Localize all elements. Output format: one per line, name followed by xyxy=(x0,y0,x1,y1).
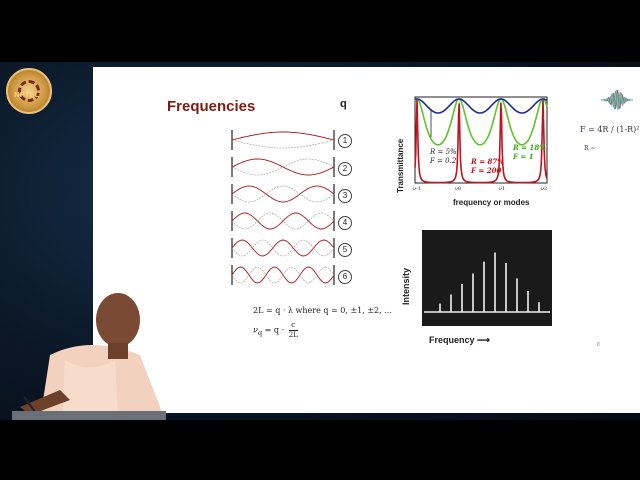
transmittance-plot: ν-1 ν0 ν1 ν2 xyxy=(413,96,548,191)
standing-wave xyxy=(231,239,335,257)
spectrum-image xyxy=(422,230,552,326)
standing-wave xyxy=(231,131,335,141)
mode-number: 4 xyxy=(338,216,352,230)
annotation-line: F = 200 xyxy=(471,166,502,175)
presenter-figure xyxy=(20,293,165,420)
wave-packet-line xyxy=(601,90,633,110)
frequency-equation: νq = q · c 2L xyxy=(253,321,298,340)
fraction-denominator: 2L xyxy=(288,331,298,339)
pen-icon xyxy=(23,396,37,414)
nptel-logo-icon xyxy=(6,68,52,114)
annotation-low-reflectivity: R = 5% F = 0.2 xyxy=(430,148,457,166)
standing-wave-mirror xyxy=(231,185,335,203)
x-tick-label: ν2 xyxy=(541,186,547,191)
gear-icon xyxy=(18,80,40,102)
standing-wave-mirror xyxy=(231,139,335,149)
frequency-axis-label: frequency or modes xyxy=(453,198,530,207)
resonance-condition-equation: 2L = q · λ where q = 0, ±1, ±2, ... xyxy=(253,306,392,315)
annotation-line: R = 18% xyxy=(513,143,546,152)
standing-wave xyxy=(231,158,335,176)
standing-wave-mirror xyxy=(231,212,335,230)
annotation-high-reflectivity: R = 87% F = 200 xyxy=(471,157,504,175)
annotation-line: F = 1 xyxy=(513,152,534,161)
top-letterbox xyxy=(0,0,640,62)
standing-wave-mirror xyxy=(231,266,335,284)
spectrum-frequency-label: Frequency ⟶ xyxy=(429,335,490,346)
curve-high-reflectivity xyxy=(414,98,548,184)
annotation-medium-reflectivity: R = 18% F = 1 xyxy=(513,143,546,161)
handwritten-note: R ~ xyxy=(584,145,596,152)
transmittance-axis-label: Transmittance xyxy=(396,138,405,193)
x-tick-label: ν0 xyxy=(455,186,461,191)
logo-text: NPTEL xyxy=(14,92,40,99)
desk xyxy=(12,411,166,420)
mode-number: 3 xyxy=(338,189,352,203)
mode-number: 6 xyxy=(338,270,352,284)
annotation-line: F = 0.2 xyxy=(430,157,457,165)
presenter-head xyxy=(96,293,140,347)
lecture-slide: Frequencies q 1 2 3 4 5 6 2L = q · λ whe… xyxy=(93,67,640,413)
standing-wave-mirror xyxy=(231,158,335,176)
slide-title: Frequencies xyxy=(167,98,256,115)
equation-mid: = q · xyxy=(262,325,285,335)
spectrum-peaks xyxy=(424,252,550,313)
q-label: q xyxy=(340,98,347,110)
x-tick-label: ν-1 xyxy=(413,186,421,191)
standing-wave-mirror xyxy=(231,239,335,257)
wave-packet-icon xyxy=(601,90,633,110)
presenter-neck xyxy=(108,343,128,359)
annotation-line: R = 87% xyxy=(471,157,504,166)
curve-medium-reflectivity xyxy=(414,98,548,146)
mode-number: 5 xyxy=(338,243,352,257)
page-number: 8 xyxy=(597,342,600,348)
fraction: c 2L xyxy=(288,321,298,340)
presenter-shirt-front xyxy=(62,360,118,420)
nu-subscript: q xyxy=(257,329,263,338)
annotation-line: R = 5% xyxy=(430,148,457,156)
intensity-axis-label: Intensity xyxy=(401,267,411,305)
frequency-text: Frequency xyxy=(429,335,475,345)
standing-wave xyxy=(231,185,335,203)
standing-wave-diagram xyxy=(231,130,335,285)
nu-symbol: ν xyxy=(253,325,258,335)
mode-number: 1 xyxy=(338,134,352,148)
arrow-right-icon: ⟶ xyxy=(477,335,490,345)
x-tick-label: ν1 xyxy=(499,186,505,191)
handwritten-formula: F = 4R / (1-R)² xyxy=(580,125,640,134)
fraction-numerator: c xyxy=(288,321,298,331)
mode-number: 2 xyxy=(338,162,352,176)
bottom-letterbox xyxy=(0,420,640,480)
curve-low-reflectivity xyxy=(414,98,548,114)
